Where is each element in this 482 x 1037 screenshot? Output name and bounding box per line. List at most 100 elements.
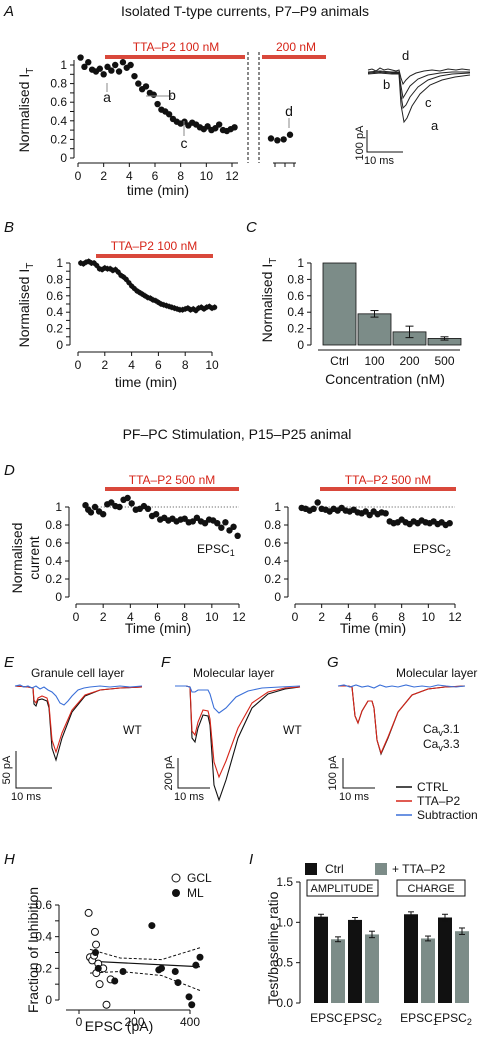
- y-tick-label: 0.4: [287, 305, 304, 319]
- charge-box-label: CHARGE: [407, 883, 454, 895]
- panel-letter-c: C: [246, 219, 257, 236]
- y-tick-label: 0: [297, 338, 304, 352]
- confidence-band-lower: [89, 970, 201, 991]
- panel-a-ylabel: Normalised IT: [16, 68, 36, 153]
- scale-bar-a: [366, 130, 403, 153]
- data-point: [446, 520, 453, 527]
- ctrl-trace-f: [175, 685, 301, 802]
- x-tick-label: 6: [155, 358, 162, 372]
- panel-b-xlabel: time (min): [115, 374, 177, 390]
- data-point: [116, 503, 123, 511]
- y-tick-label: 1.5: [276, 875, 293, 889]
- gcl-point: [95, 980, 104, 989]
- panel-d1-plot: 00.20.40.60.810 2 4 6 8 10 12: [45, 494, 246, 624]
- y-tick-label: 0.4: [46, 305, 63, 319]
- panel-letter-e: E: [4, 654, 15, 671]
- category-label: EPSC2: [434, 1011, 472, 1027]
- panel-e-title: Granule cell layer: [31, 666, 124, 680]
- data-point: [154, 100, 161, 108]
- scale-bar-a-current: 100 pA: [354, 125, 366, 161]
- y-tick-label: 1: [274, 500, 281, 514]
- section-title-top: Isolated T-type currents, P7–P9 animals: [121, 3, 369, 19]
- trace-b: [367, 71, 471, 110]
- epsc2-label: EPSC2: [413, 542, 451, 558]
- panel-d-ylabel-2: current: [26, 536, 42, 580]
- y-tick-label: 0.6: [45, 536, 62, 550]
- category-label: EPSC1: [310, 1011, 348, 1027]
- x-tick-label: 12: [232, 610, 246, 624]
- y-tick-label: 0.2: [50, 132, 67, 146]
- data-point: [99, 511, 107, 518]
- panel-letter-b: B: [4, 219, 14, 236]
- data-point: [286, 131, 294, 138]
- panel-i-ylabel: Test/baseline ratio: [265, 891, 281, 1004]
- y-tick-label: 1.0: [276, 915, 293, 929]
- ml-point: [111, 977, 119, 985]
- trace-label-b: c: [425, 95, 432, 110]
- y-tick-label: 0.0: [276, 996, 293, 1010]
- data-point: [91, 503, 99, 511]
- data-point: [222, 519, 229, 526]
- y-tick-label: 0: [56, 338, 63, 352]
- tta-trace-e: [14, 685, 143, 754]
- panel-g-tag-2: Cav3.3: [423, 737, 460, 753]
- data-point: [85, 59, 92, 66]
- data-point: [87, 509, 95, 516]
- trace-a: [367, 72, 471, 124]
- y-tick-label: 0.6: [264, 536, 281, 550]
- x-tick-label: 10: [205, 358, 219, 372]
- legend-ml-marker: [172, 889, 180, 897]
- trace-label-c: b: [383, 77, 390, 92]
- x-tick-label: 0: [75, 358, 82, 372]
- drug-bar-a1: [105, 55, 245, 59]
- scale-bar-a-time: 10 ms: [364, 155, 394, 167]
- epsc1-label: EPSC1: [197, 542, 235, 558]
- data-point: [231, 124, 238, 131]
- data-point: [112, 61, 119, 69]
- y-tick-label: 0.4: [35, 930, 52, 944]
- scale-bar-g-time: 10 ms: [339, 791, 369, 803]
- x-tick-label: 200: [124, 1015, 144, 1029]
- x-tick-label: 6: [372, 610, 379, 624]
- bar-ctrl: [314, 916, 328, 1003]
- panel-d2-plot: 00.20.40.60.810 2 4 6 8 10 12: [264, 499, 462, 624]
- x-tick-label: 6: [152, 169, 159, 183]
- x-tick-label: 12: [225, 169, 239, 183]
- ml-point: [148, 922, 156, 930]
- point-label: d: [285, 103, 293, 119]
- x-tick-label: 10: [205, 610, 219, 624]
- panel-letter-i: I: [249, 851, 253, 868]
- data-point: [274, 137, 281, 144]
- x-tick-label: 4: [345, 610, 352, 624]
- data-point: [150, 91, 157, 98]
- gcl-point: [102, 1000, 111, 1009]
- data-point: [280, 136, 287, 143]
- trace-c: [367, 70, 470, 100]
- category-label: 100: [364, 354, 384, 368]
- panel-h-xlabel: EPSC (pA): [85, 1018, 153, 1034]
- x-tick-label: 2: [100, 610, 107, 624]
- x-tick-label: 8: [182, 358, 189, 372]
- bar-tta: [331, 939, 345, 1003]
- subtraction-trace-e: [14, 684, 143, 706]
- y-tick-label: 0.5: [276, 956, 293, 970]
- legend-ctrl-swatch-i: [305, 863, 317, 875]
- amplitude-box-label: AMPLITUDE: [311, 883, 374, 895]
- y-tick-label: 0.8: [46, 272, 63, 286]
- panel-a-plot: 00.20.40.60.810 2 4 6 8 10 12a bcd: [50, 54, 295, 183]
- ml-point: [119, 968, 127, 975]
- data-point: [212, 304, 218, 310]
- x-tick-label: 0: [76, 1015, 83, 1029]
- drug-bar-d1-label: TTA–P2 500 nM: [129, 473, 215, 487]
- category-label: EPSC1: [400, 1011, 438, 1027]
- point-label: a: [103, 89, 111, 105]
- y-tick-label: 0.8: [50, 77, 67, 91]
- data-point: [234, 532, 241, 539]
- ml-point: [188, 1001, 196, 1009]
- ml-point: [171, 968, 179, 975]
- y-tick-label: 0.2: [46, 322, 63, 336]
- panel-h-plot: 0 0.2 0.4 0.6 0 200 400: [35, 898, 204, 1029]
- panel-a-traces: d b c a 100 pA 10 ms: [354, 48, 471, 167]
- ml-point: [196, 953, 204, 961]
